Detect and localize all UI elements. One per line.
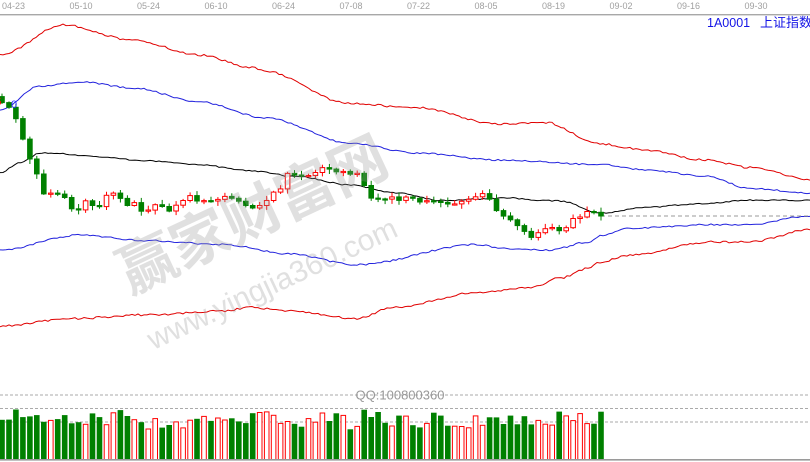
- svg-text:06-10: 06-10: [205, 1, 228, 11]
- svg-text:08-05: 08-05: [475, 1, 498, 11]
- svg-text:上证指数: 上证指数: [760, 12, 810, 31]
- svg-text:QQ:100800360: QQ:100800360: [356, 388, 445, 403]
- svg-text:08-19: 08-19: [542, 1, 565, 11]
- svg-text:07-08: 07-08: [340, 1, 363, 11]
- svg-text:07-22: 07-22: [407, 1, 430, 11]
- svg-text:06-24: 06-24: [272, 1, 295, 11]
- svg-text:0: 0: [11, 99, 17, 111]
- svg-text:09-30: 09-30: [745, 1, 768, 11]
- svg-text:09-16: 09-16: [677, 1, 700, 11]
- svg-text:09-02: 09-02: [610, 1, 633, 11]
- svg-text:04-23: 04-23: [2, 1, 25, 11]
- svg-text:05-24: 05-24: [137, 1, 160, 11]
- svg-text:1A0001: 1A0001: [707, 16, 750, 30]
- svg-text:05-10: 05-10: [70, 1, 93, 11]
